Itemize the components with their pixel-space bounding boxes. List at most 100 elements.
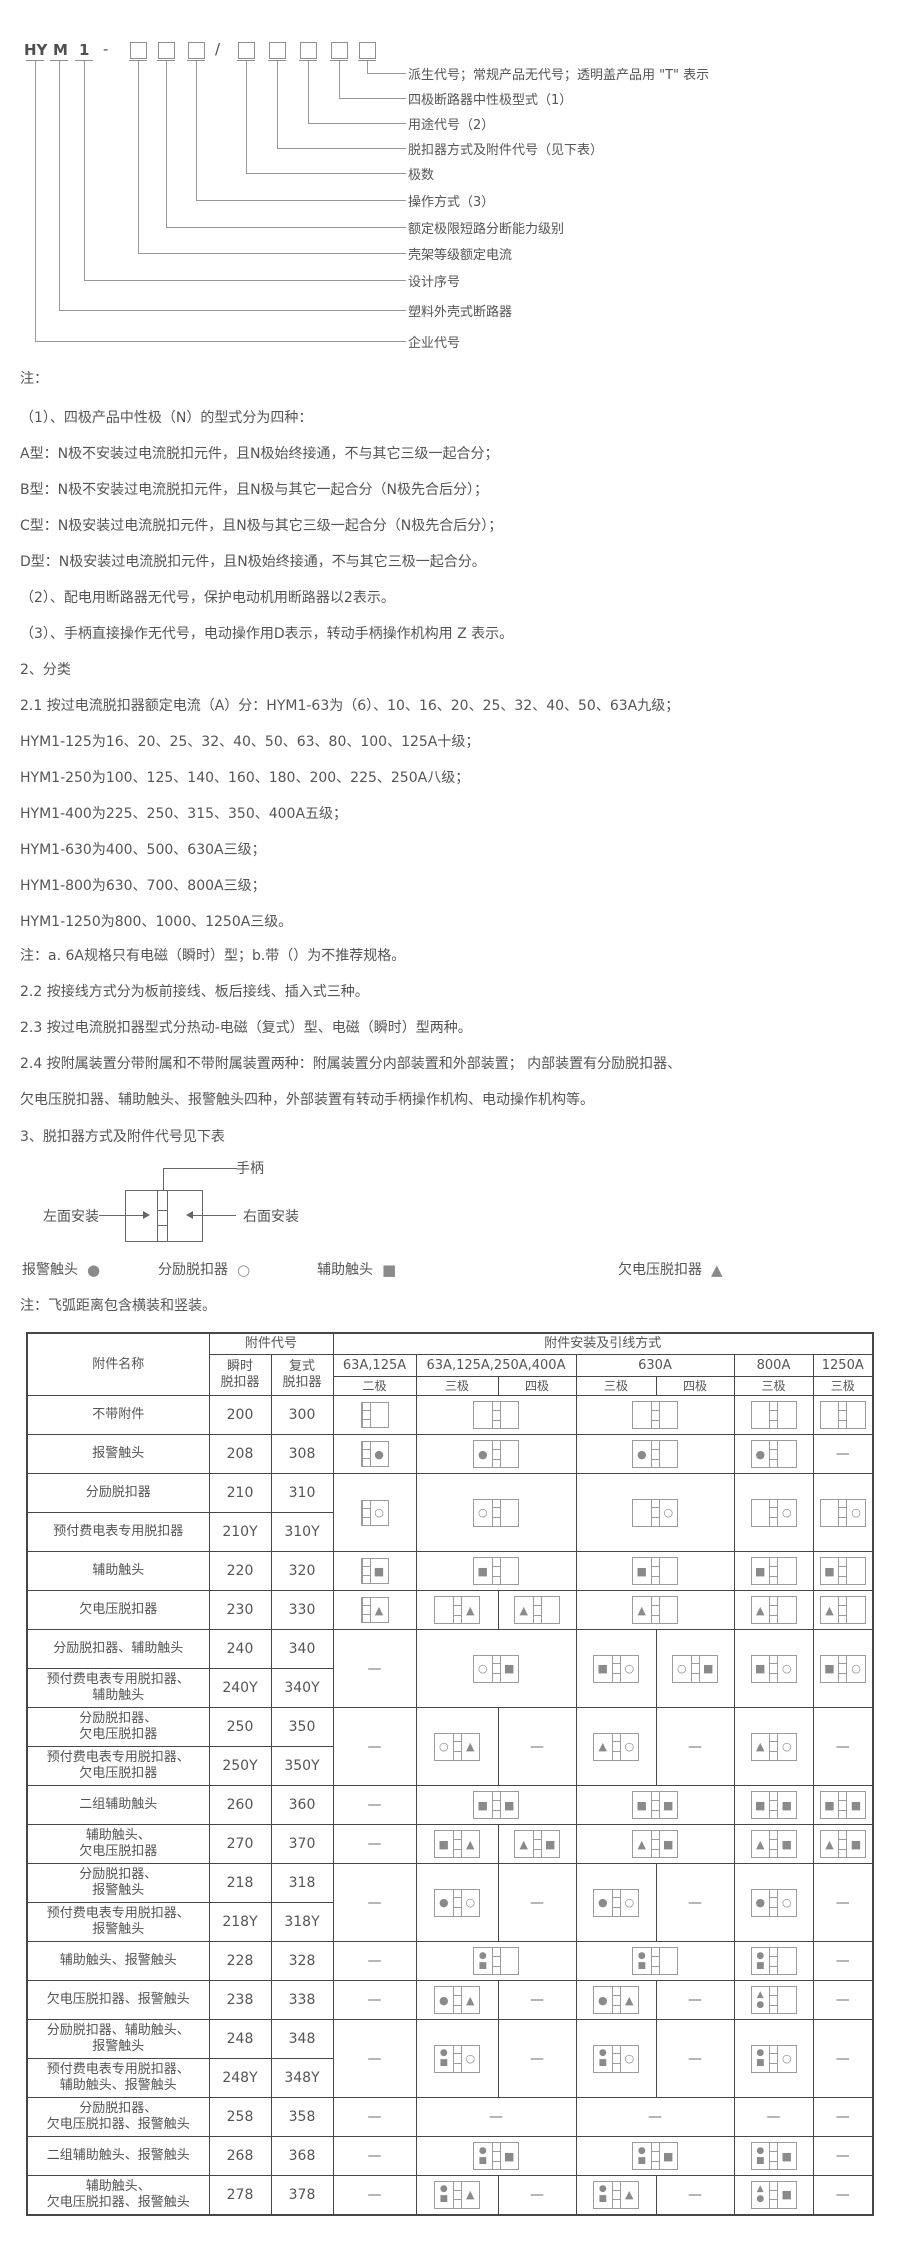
note-line: （1）、四极产品中性极（N）的型式分为四种： <box>20 410 313 426</box>
dash-placeholder: — <box>497 2175 577 2215</box>
accessory-name-cell: 分励脱扣器 <box>26 1473 210 1513</box>
dash-placeholder: — <box>332 1629 417 1708</box>
accessory-symbol-icon: ■ <box>663 2149 674 2163</box>
note-line: 注：a. 6A规格只有电磁（瞬时）型；b.带（）为不推荐规格。 <box>20 948 406 964</box>
callout-line <box>277 61 406 149</box>
install-diagram-cell <box>575 1395 735 1435</box>
accessory-symbol-icon: ● <box>597 1993 608 2007</box>
accessory-symbol-icon: ○ <box>851 1662 861 1675</box>
install-diagram-cell: ● <box>415 1434 577 1474</box>
accessory-symbol-icon: ■ <box>636 1564 647 1578</box>
install-diagram-cell: ▲ ● ■ <box>733 2175 814 2215</box>
accessory-symbol-icon: ■ <box>373 1564 385 1578</box>
breaker-mini-diagram: ● ○ <box>750 1888 797 1917</box>
legend-label: 分励脱扣器 <box>158 1262 228 1278</box>
accessory-symbol-icon: ▲ <box>625 2188 634 2202</box>
install-diagram-cell: ● ○ <box>415 1863 499 1942</box>
breaker-mini-diagram: ▲ ■ <box>514 1830 560 1858</box>
table-header-pole: 三极 <box>733 1376 814 1396</box>
breaker-mini-diagram: ● ■ <box>632 1947 678 1975</box>
accessory-name-cell: 预付费电表专用脱扣器 <box>26 1512 210 1552</box>
breaker-mini-diagram: ■ <box>819 1557 866 1585</box>
accessory-name-cell: 分励脱扣器、辅助触头 <box>26 1629 210 1669</box>
compound-code-cell: 318 <box>270 1863 334 1903</box>
instant-code-cell: 200 <box>208 1395 272 1435</box>
note-line: 3、脱扣器方式及附件代号见下表 <box>20 1129 225 1145</box>
dash-placeholder: — <box>332 2136 417 2176</box>
breaker-mini-diagram: ▲ ○ <box>593 1732 639 1761</box>
dash-placeholder: — <box>812 2097 874 2137</box>
table-row: 报警触头 208 308 ● ● ● ● — <box>26 1434 874 1474</box>
accessory-symbol-icon: ○ <box>624 1896 635 1909</box>
callout-label: 设计序号 <box>408 275 461 290</box>
table-header-pole: 二极 <box>332 1376 417 1396</box>
anchor-tick <box>129 60 147 61</box>
install-diagram-cell: ■ ○ <box>812 1629 874 1708</box>
note-line: （2）、配电用断路器无代号，保护电动机用断路器以2表示。 <box>20 590 395 606</box>
breaker-mini-diagram: ● <box>632 1440 678 1468</box>
note-line: D型：N极安装过电流脱扣元件，且N极始终接通，不与其它三极一起合分。 <box>20 554 486 570</box>
mini-handle-strip <box>361 1442 371 1466</box>
dash-placeholder: — <box>332 1785 417 1825</box>
accessory-symbol-icon: ● <box>438 1993 449 2007</box>
mini-handle-strip <box>769 1889 778 1916</box>
breaker-mini-diagram: ■ <box>360 1558 389 1584</box>
accessory-symbol-icon: ○ <box>781 2052 792 2065</box>
compound-code-cell: 378 <box>270 2175 334 2215</box>
dash-placeholder: — <box>332 2175 417 2215</box>
instant-code-cell: 268 <box>208 2136 272 2176</box>
breaker-mini-diagram: ■ <box>750 1557 797 1585</box>
breaker-mini-diagram: ● ■ ■ <box>750 2142 797 2170</box>
compound-code-cell: 310 <box>270 1473 334 1513</box>
dash-placeholder: — <box>332 1863 417 1942</box>
breaker-mini-diagram: ● ○ <box>434 1888 480 1917</box>
compound-code-cell: 368 <box>270 2136 334 2176</box>
dash-placeholder: — <box>655 2175 735 2215</box>
install-diagram-cell: ○ <box>812 1473 874 1552</box>
accessory-symbol-icon: ○ <box>465 1896 476 1909</box>
accessory-symbol-icon: ■ <box>477 1798 488 1812</box>
accessory-symbol-icon: ■ <box>703 1662 714 1675</box>
accessory-symbol-icon: ■ <box>636 1798 647 1812</box>
compound-code-cell: 340Y <box>270 1668 334 1708</box>
breaker-mini-diagram: ○ <box>750 1498 797 1527</box>
table-row: 分励脱扣器、辅助触头 240 340— ○ ■ ■ ○ ○ ■ ■ ○ ■ ○ <box>26 1629 874 1708</box>
model-letter: M <box>53 41 68 59</box>
mini-handle-strip <box>650 1948 660 1974</box>
breaker-mini-diagram: ○ ■ <box>672 1654 718 1683</box>
accessory-name-cell: 报警触头 <box>26 1434 210 1474</box>
accessory-name-cell: 分励脱扣器、 欠电压脱扣器、报警触头 <box>26 2097 210 2137</box>
mini-handle-strip <box>769 1987 778 2013</box>
install-diagram-cell: ▲ <box>733 1590 814 1630</box>
breaker-mini-diagram: ○ <box>632 1498 678 1527</box>
anchor-tick <box>187 60 205 61</box>
mini-handle-strip <box>491 1948 501 1974</box>
instant-code-cell: 278 <box>208 2175 272 2215</box>
note-line: 注： <box>20 371 48 387</box>
mini-handle-strip <box>611 1733 621 1760</box>
accessory-table: 附件名称 附件代号 附件安装及引线方式 瞬时 脱扣器 复式 脱扣器 63A,125A 63A… <box>26 1332 874 2216</box>
accessory-symbol-icon: ■ <box>438 1837 449 1851</box>
legend-item: 报警触头 ● <box>22 1259 100 1279</box>
callout-label: 四极断路器中性极型式（1） <box>408 93 573 108</box>
breaker-mini-diagram: ○ ■ <box>473 1654 519 1683</box>
breaker-mini-diagram: ■ <box>632 1557 678 1585</box>
breaker-mini-diagram: ● <box>750 1440 797 1468</box>
mini-handle-strip <box>769 1831 778 1857</box>
table-header-install-group: 附件安装及引线方式 <box>332 1332 874 1355</box>
breaker-mini-diagram: ■ <box>473 1557 519 1585</box>
callout-label: 脱扣器方式及附件代号（见下表） <box>408 143 604 158</box>
arrow-right-icon <box>143 1211 150 1219</box>
accessory-name-cell: 不带附件 <box>26 1395 210 1435</box>
accessory-symbol-icon: ▲ <box>756 1740 765 1753</box>
handle-strip <box>157 1191 168 1241</box>
table-header-cell: 瞬时 脱扣器 <box>208 1354 272 1396</box>
compound-code-cell: 308 <box>270 1434 334 1474</box>
install-diagram-cell: ▲ <box>575 1590 735 1630</box>
instant-code-cell: 248 <box>208 2019 272 2059</box>
install-diagram-cell: ■ <box>415 1551 577 1591</box>
note-line: 2.1 按过电流脱扣器额定电流（A）分：HYM1-63为（6）、10、16、20… <box>20 698 680 714</box>
dash-placeholder: — <box>497 1980 577 2020</box>
arrow-left-icon <box>186 1211 193 1219</box>
breaker-mini-diagram: ● ■ ○ <box>750 2044 797 2073</box>
